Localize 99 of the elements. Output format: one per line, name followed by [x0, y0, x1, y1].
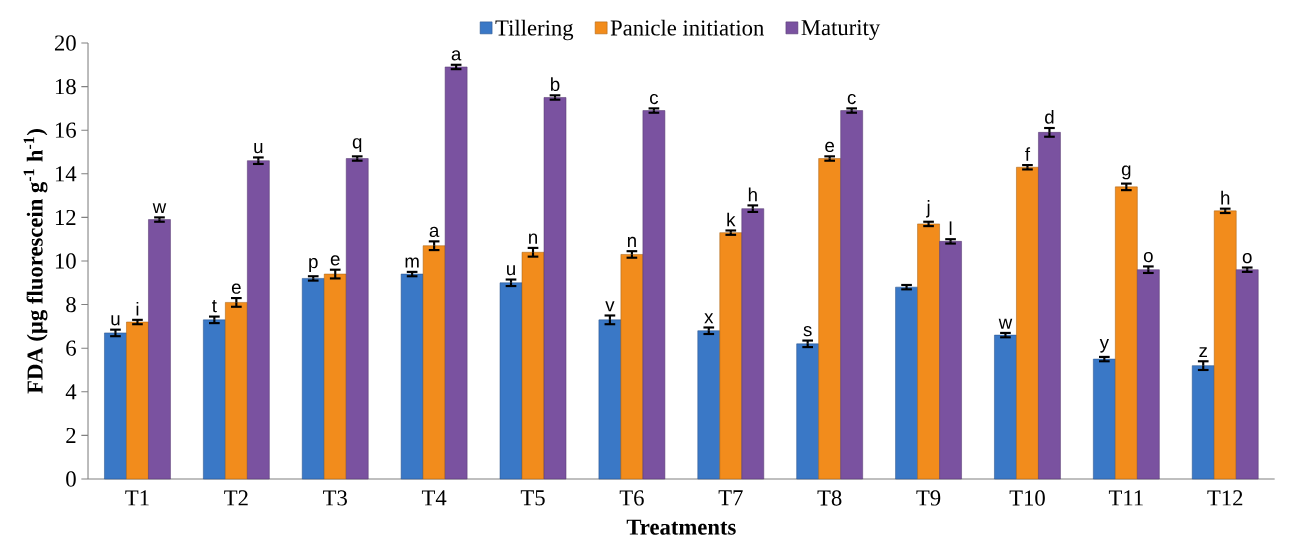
bar: [1213, 210, 1237, 480]
data-label: i: [136, 302, 139, 316]
bar: [895, 286, 918, 480]
bar: [1038, 132, 1061, 480]
bar: [1235, 269, 1259, 480]
legend-label: Maturity: [801, 20, 881, 40]
x-tick-label: T10: [1009, 490, 1045, 506]
legend-label: Panicle initiation: [610, 19, 764, 36]
bar: [917, 223, 940, 480]
data-label: w: [998, 318, 1013, 329]
bar: [598, 319, 622, 480]
y-tick-label: 8: [66, 296, 76, 313]
data-label: n: [627, 236, 636, 247]
bar: [939, 241, 962, 480]
bar: [422, 245, 446, 480]
data-label: t: [212, 300, 217, 313]
data-label: n: [529, 233, 537, 244]
y-tick-label: 10: [55, 253, 76, 269]
bar: [104, 332, 127, 480]
bar: [499, 282, 523, 480]
y-tick-label: 14: [55, 166, 77, 182]
data-label: u: [507, 265, 515, 276]
data-label: a: [429, 226, 440, 238]
data-label: e: [231, 283, 241, 294]
bar: [1093, 358, 1116, 480]
y-tick-label: 6: [66, 340, 76, 356]
x-tick-label: T2: [224, 490, 248, 506]
x-tick-label: T9: [916, 490, 941, 506]
data-label: c: [847, 93, 856, 105]
data-label: e: [330, 255, 340, 266]
x-tick-label: T4: [421, 490, 447, 506]
data-label: k: [727, 212, 736, 227]
bar: [521, 252, 545, 480]
y-tick-label: 0: [66, 471, 76, 487]
data-label: p: [309, 258, 318, 272]
data-label: c: [650, 93, 659, 105]
bar: [323, 273, 347, 480]
x-tick-label: T6: [619, 490, 644, 506]
x-tick-label: T12: [1207, 490, 1243, 506]
bar: [126, 321, 149, 480]
y-tick-label: 20: [54, 35, 76, 51]
bar: [400, 273, 424, 480]
bar: [620, 254, 644, 480]
data-label: e: [825, 141, 835, 153]
data-label: o: [1143, 251, 1153, 263]
data-label: x: [704, 313, 714, 324]
bar: [345, 158, 369, 480]
bar: [1115, 186, 1138, 480]
bar: [1137, 269, 1160, 480]
bar: [1191, 365, 1215, 480]
bar: [642, 110, 666, 480]
data-label: o: [1242, 253, 1252, 264]
y-tick-label: 16: [55, 122, 76, 138]
data-label: g: [1121, 165, 1131, 180]
x-tick-label: T11: [1108, 490, 1143, 506]
data-label: s: [803, 326, 812, 337]
y-tick-label: 12: [55, 209, 76, 225]
y-tick-label: 18: [55, 78, 76, 95]
x-tick-label: T8: [817, 490, 842, 506]
data-label: l: [949, 221, 952, 235]
bar: [741, 208, 765, 480]
data-label: m: [405, 257, 419, 268]
data-label: f: [1025, 147, 1031, 161]
data-label: z: [1199, 347, 1207, 357]
bar: [719, 232, 743, 480]
x-axis-title: Treatments: [626, 519, 736, 535]
y-axis-title: FDA (µg fluorescein g$^{-1}$ h$^{-1}$): [23, 129, 48, 394]
data-label: d: [1045, 110, 1054, 124]
bar: [697, 330, 721, 480]
x-tick-label: T3: [323, 490, 347, 506]
bar: [543, 97, 567, 480]
data-label: b: [551, 77, 560, 92]
bar: [225, 302, 248, 480]
data-label: h: [1221, 190, 1230, 205]
x-tick-label: T5: [520, 490, 545, 506]
data-label: u: [111, 315, 120, 326]
data-label: v: [605, 301, 615, 312]
y-tick-label: 2: [66, 427, 76, 443]
bar: [301, 278, 325, 480]
bar: [1016, 166, 1039, 480]
data-label: u: [254, 143, 263, 154]
legend-label: Tillering: [495, 19, 574, 41]
bar: [444, 66, 468, 480]
bar: [994, 334, 1017, 480]
y-tick-label: 4: [65, 384, 77, 400]
bar: [203, 319, 226, 480]
bar: [796, 343, 819, 480]
bar: [247, 160, 270, 480]
x-tick-label: T7: [718, 490, 743, 506]
data-label: y: [1099, 338, 1109, 353]
bar: [840, 110, 863, 480]
data-label: a: [451, 50, 462, 61]
data-label: q: [352, 138, 362, 153]
bar: [148, 219, 171, 480]
x-tick-label: T1: [125, 490, 149, 506]
data-label: j: [926, 200, 930, 218]
bar: [818, 158, 841, 480]
data-label: h: [748, 187, 757, 202]
data-label: w: [152, 203, 167, 214]
